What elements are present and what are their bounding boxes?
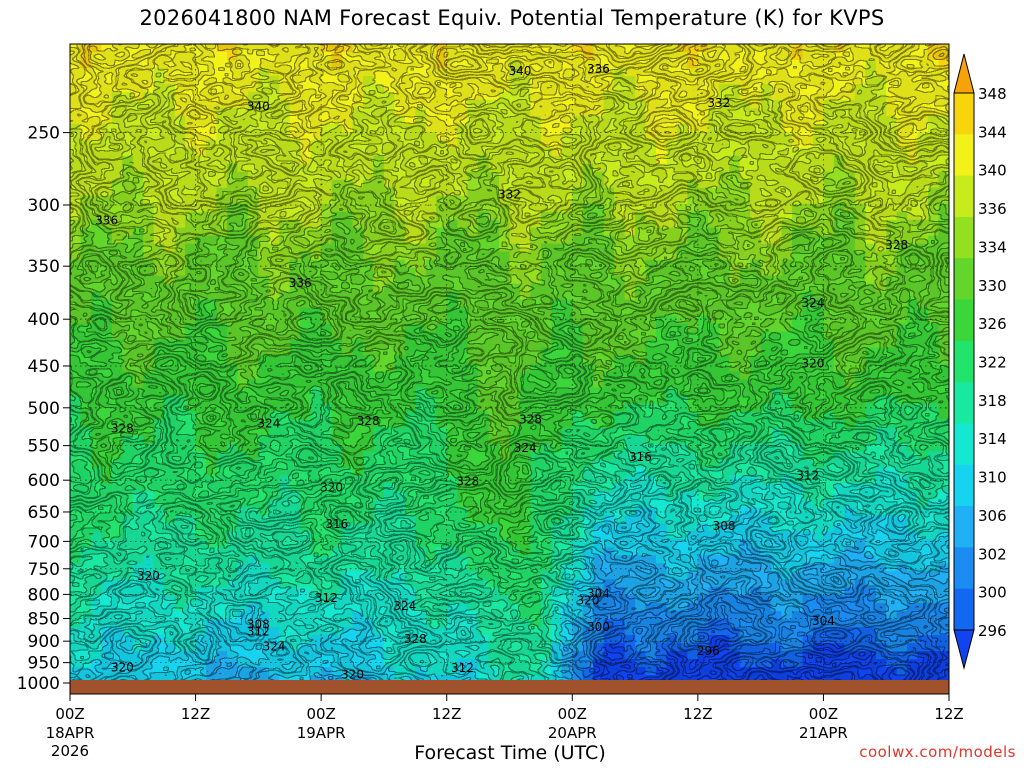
chart-title: 2026041800 NAM Forecast Equiv. Potential… — [139, 6, 885, 30]
